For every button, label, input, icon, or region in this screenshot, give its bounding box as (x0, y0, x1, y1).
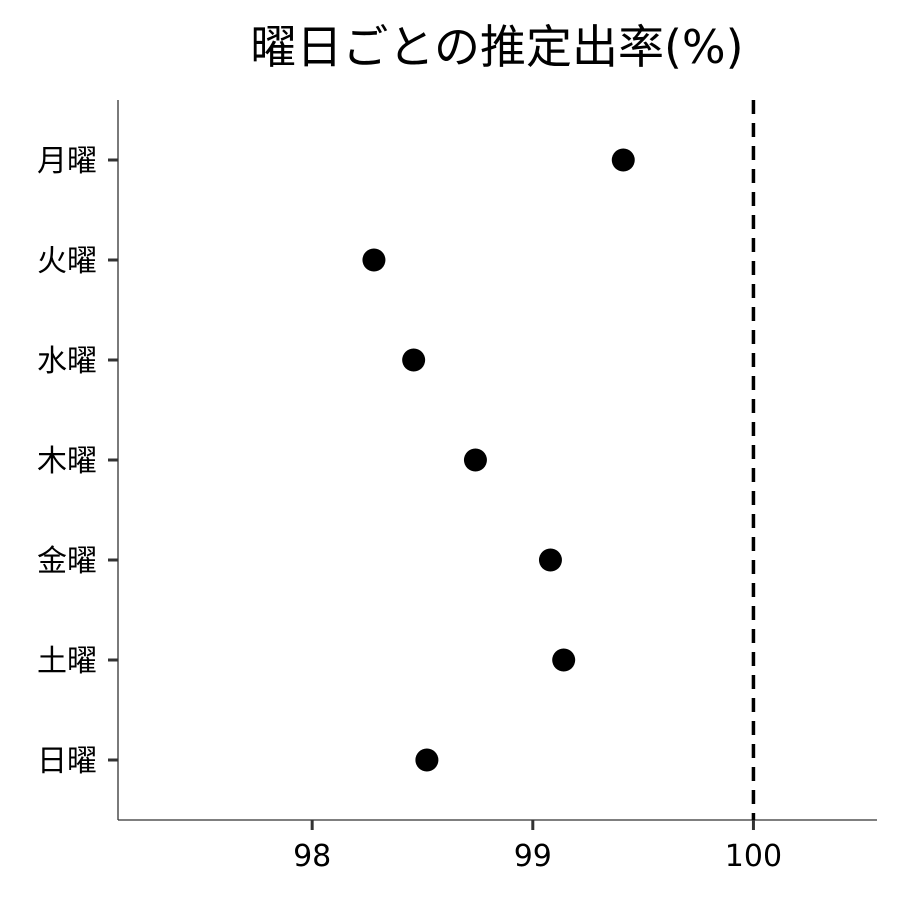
data-point (402, 348, 426, 372)
data-points (362, 148, 635, 772)
x-tick-label: 99 (514, 839, 552, 874)
x-tick-label: 98 (293, 839, 331, 874)
data-point (415, 748, 439, 772)
data-point (611, 148, 635, 172)
y-tick-label: 木曜 (37, 444, 97, 479)
y-tick-label: 月曜 (37, 144, 97, 179)
data-point (362, 248, 386, 272)
y-tick-label: 土曜 (37, 644, 97, 679)
y-tick-label: 日曜 (37, 744, 97, 779)
y-tick-label: 火曜 (37, 244, 97, 279)
x-tick-label: 100 (725, 839, 782, 874)
data-point (538, 548, 562, 572)
data-point (552, 648, 576, 672)
y-tick-label: 水曜 (37, 344, 97, 379)
x-axis-ticks: 98 99 100 (293, 820, 782, 874)
data-point (463, 448, 487, 472)
y-tick-label: 金曜 (37, 544, 97, 579)
chart-title: 曜日ごとの推定出率(%) (250, 20, 743, 74)
